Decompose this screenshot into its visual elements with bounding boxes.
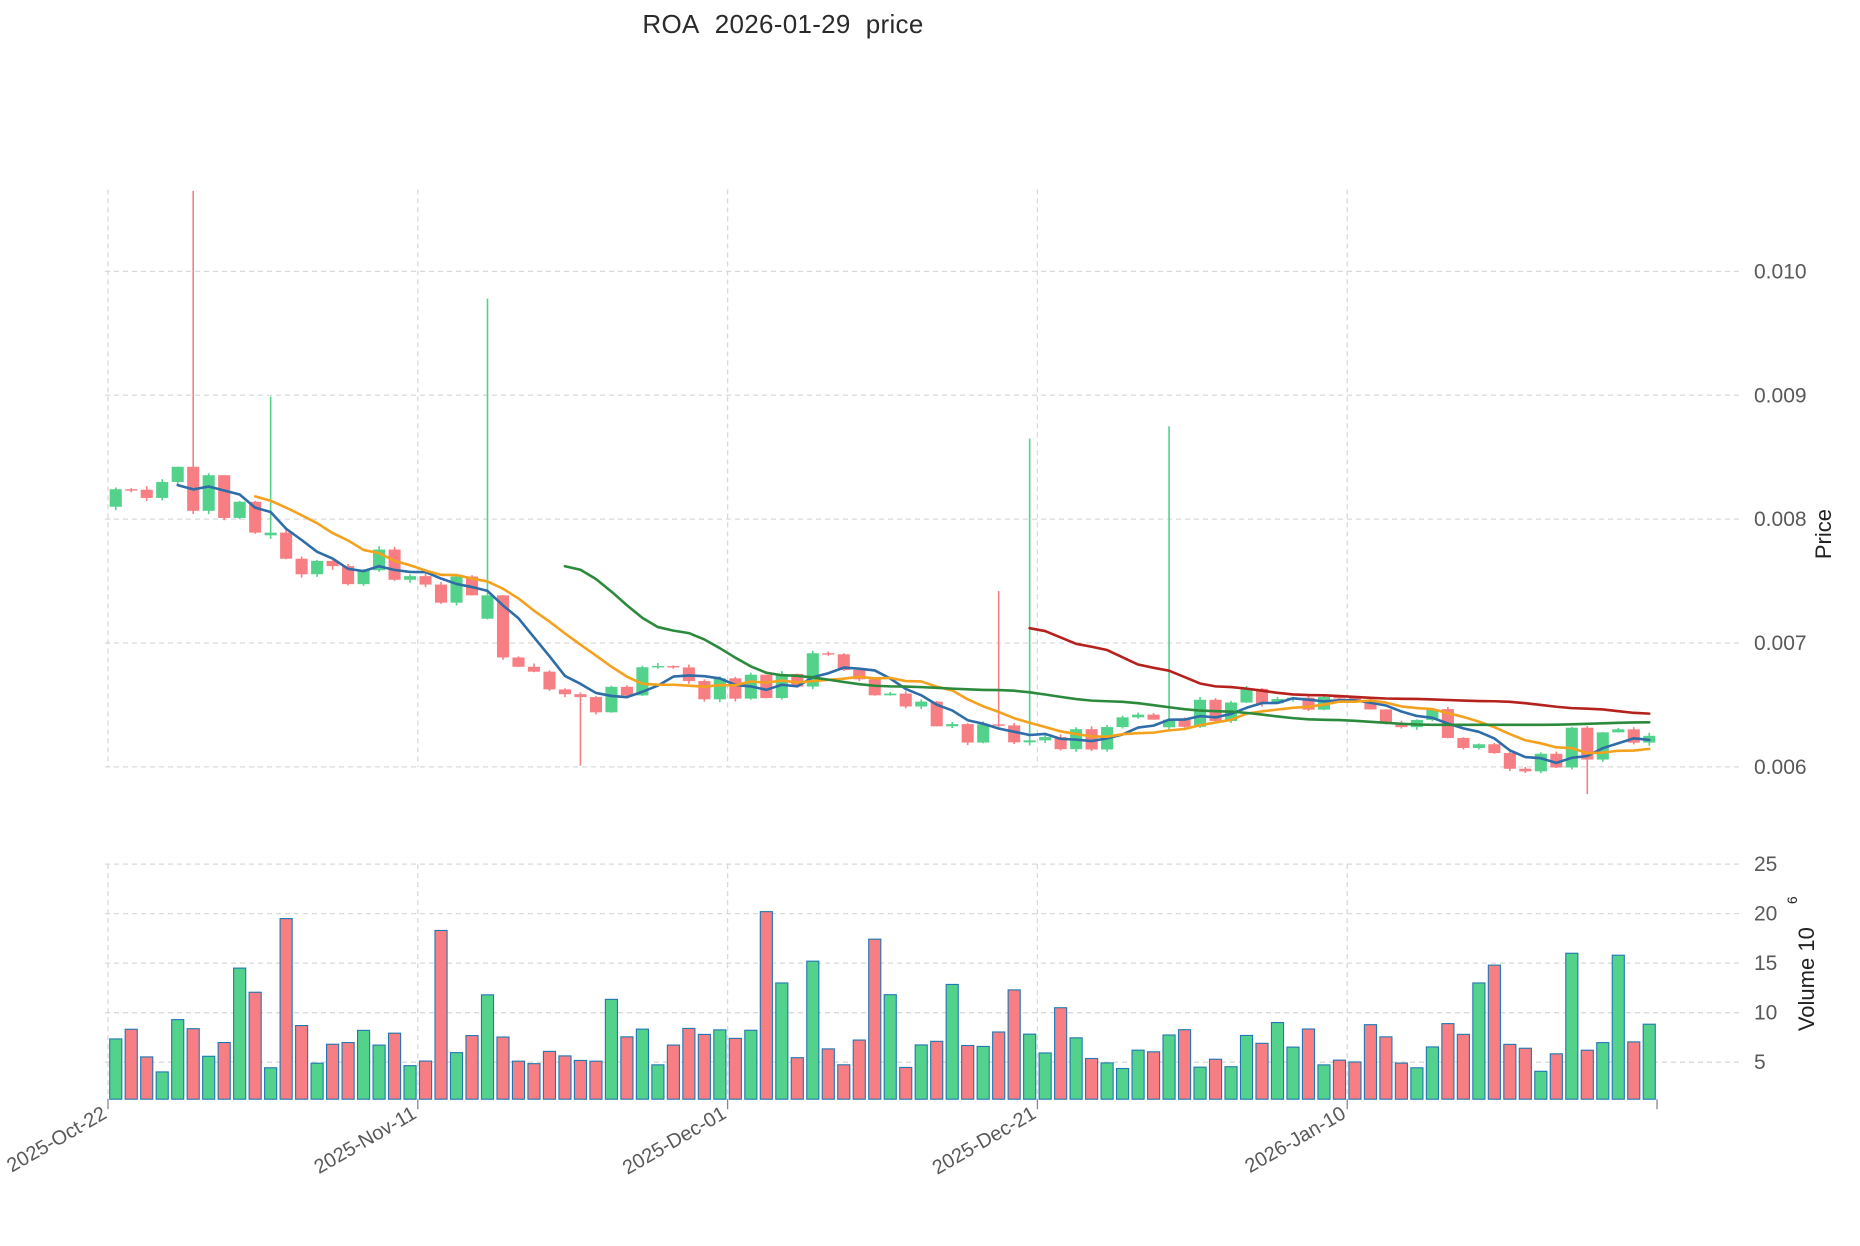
svg-text:5: 5 [1754, 1051, 1766, 1074]
svg-text:0.010: 0.010 [1754, 260, 1807, 283]
svg-text:0.007: 0.007 [1754, 632, 1807, 655]
svg-text:Volume 10: Volume 10 [1794, 927, 1819, 1031]
svg-text:0.006: 0.006 [1754, 756, 1807, 779]
svg-text:2025-Dec-01: 2025-Dec-01 [619, 1102, 730, 1179]
svg-text:0.009: 0.009 [1754, 384, 1807, 407]
svg-text:2025-Oct-22: 2025-Oct-22 [3, 1102, 110, 1177]
svg-text:6: 6 [1784, 896, 1800, 904]
svg-text:10: 10 [1754, 1002, 1777, 1025]
svg-text:15: 15 [1754, 952, 1777, 975]
svg-text:2026-Jan-10: 2026-Jan-10 [1241, 1102, 1349, 1177]
svg-text:25: 25 [1754, 853, 1777, 876]
svg-text:0.008: 0.008 [1754, 508, 1807, 531]
svg-text:Price: Price [1811, 509, 1836, 559]
svg-text:2025-Dec-21: 2025-Dec-21 [929, 1102, 1040, 1179]
svg-text:2025-Nov-11: 2025-Nov-11 [310, 1102, 420, 1178]
svg-text:20: 20 [1754, 903, 1777, 926]
